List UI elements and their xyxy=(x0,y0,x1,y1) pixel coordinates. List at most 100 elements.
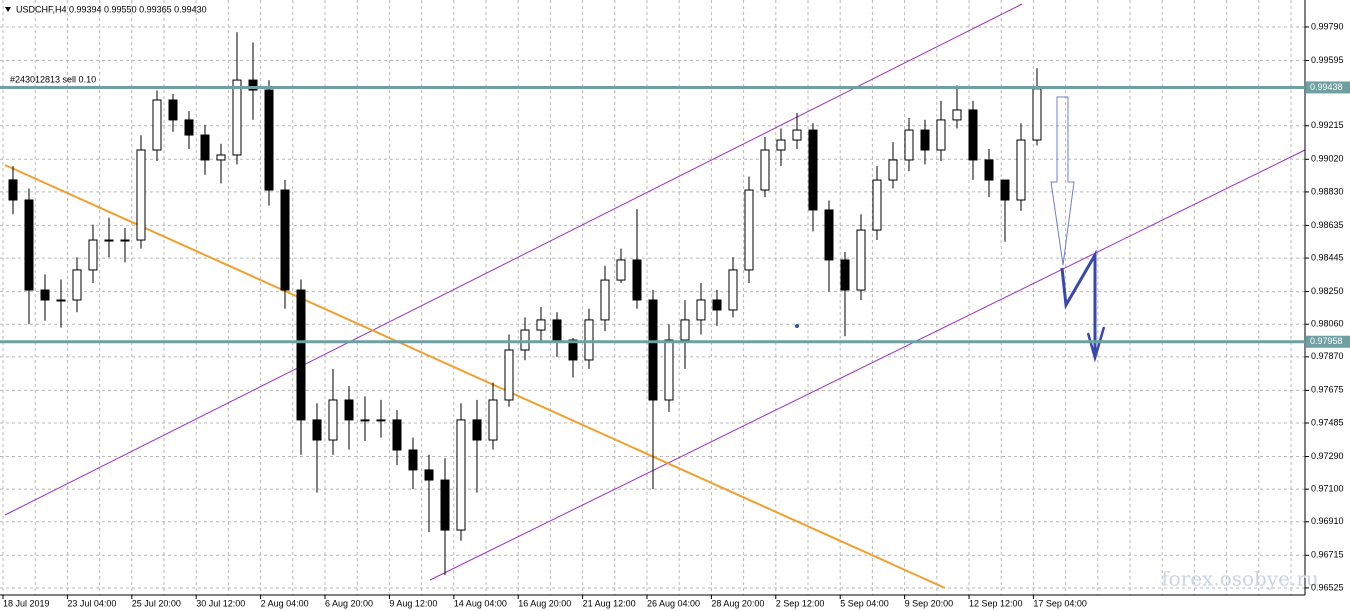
candle-body xyxy=(632,259,642,301)
candle-body xyxy=(88,239,98,271)
candle-body xyxy=(936,119,946,151)
candle-body xyxy=(232,79,242,156)
candle-body xyxy=(360,419,370,422)
y-tick-label: 0.97290 xyxy=(1311,451,1344,461)
level-label: 0.99438 xyxy=(1310,82,1343,92)
y-tick-label: 0.98635 xyxy=(1311,220,1344,230)
candle-body xyxy=(600,279,610,321)
x-tick-label: 16 Aug 20:00 xyxy=(518,598,571,608)
chart-title: USDCHF,H4 0.99394 0.99550 0.99365 0.9943… xyxy=(16,4,207,14)
candle-body xyxy=(728,269,738,311)
y-tick-label: 0.97675 xyxy=(1311,385,1344,395)
candle-body xyxy=(1016,139,1026,201)
candle-body xyxy=(504,349,514,401)
x-tick-label: 2 Sep 12:00 xyxy=(776,598,825,608)
x-tick-label: 12 Sep 12:00 xyxy=(969,598,1023,608)
candles xyxy=(8,32,1042,576)
x-tick-label: 14 Aug 04:00 xyxy=(454,598,507,608)
trend-line xyxy=(4,164,946,589)
candle-body xyxy=(40,289,50,301)
y-tick-label: 0.99215 xyxy=(1311,120,1344,130)
candle-body xyxy=(952,109,962,121)
x-tick-label: 18 Jul 2019 xyxy=(3,598,50,608)
candle-body xyxy=(168,99,178,121)
candle-body xyxy=(920,129,930,151)
y-tick-label: 0.98060 xyxy=(1311,319,1344,329)
candle-body xyxy=(184,119,194,136)
candle-body xyxy=(616,259,626,281)
candle-body xyxy=(104,239,114,242)
candle-body xyxy=(648,299,658,401)
candle-body xyxy=(840,259,850,291)
y-tick-label: 0.97100 xyxy=(1311,484,1344,494)
candle-body xyxy=(72,269,82,301)
candle-body xyxy=(568,339,578,361)
y-tick-label: 0.98250 xyxy=(1311,286,1344,296)
x-tick-label: 23 Jul 04:00 xyxy=(67,598,116,608)
level-tag xyxy=(1306,81,1350,94)
y-tick-label: 0.97485 xyxy=(1311,417,1344,427)
candle-body xyxy=(696,299,706,321)
candle-body xyxy=(296,289,306,421)
candle-body xyxy=(248,79,258,91)
channel-upper xyxy=(4,3,1023,516)
candle-body xyxy=(792,129,802,141)
y-tick-label: 0.98830 xyxy=(1311,186,1344,196)
candle-body xyxy=(472,419,482,441)
menu-triangle xyxy=(5,7,11,12)
y-tick-label: 0.99790 xyxy=(1311,21,1344,31)
candle-body xyxy=(712,299,722,311)
candle-body xyxy=(392,419,402,451)
candle-body xyxy=(968,109,978,161)
y-tick-label: 0.98445 xyxy=(1311,252,1344,262)
candle-body xyxy=(520,329,530,351)
candle-body xyxy=(136,149,146,241)
candle-body xyxy=(776,139,786,151)
y-tick-label: 0.96910 xyxy=(1311,516,1344,526)
candle-body xyxy=(376,419,386,422)
candle-body xyxy=(424,469,434,481)
candle-body xyxy=(888,159,898,181)
watermark: forex.osobye.ru xyxy=(1161,567,1319,591)
candle-body xyxy=(904,129,914,161)
x-tick-label: 6 Aug 20:00 xyxy=(325,598,373,608)
order-label: #243012813 sell 0.10 xyxy=(10,74,96,84)
candle-body xyxy=(760,149,770,191)
y-tick-label: 0.99020 xyxy=(1311,154,1344,164)
x-tick-label: 25 Jul 20:00 xyxy=(132,598,181,608)
candle-body xyxy=(584,319,594,361)
candle-body xyxy=(824,209,834,261)
candle-body xyxy=(264,89,274,191)
candle-body xyxy=(216,154,226,161)
candle-body xyxy=(1000,179,1010,201)
candle-body xyxy=(488,399,498,441)
candle-body xyxy=(56,299,66,302)
candle-body xyxy=(152,99,162,151)
candle-body xyxy=(312,419,322,441)
level-label: 0.97958 xyxy=(1310,336,1343,346)
candle-body xyxy=(280,189,290,291)
y-tick-label: 0.96715 xyxy=(1311,550,1344,560)
candle-body xyxy=(744,189,754,271)
candle-body xyxy=(872,179,882,231)
candle-body xyxy=(200,134,210,161)
candle-body xyxy=(24,199,34,291)
x-tick-label: 5 Sep 04:00 xyxy=(840,598,889,608)
candle-body xyxy=(344,399,354,421)
candle-body xyxy=(328,399,338,441)
candle-body xyxy=(984,159,994,181)
candle-body xyxy=(408,449,418,471)
candle-body xyxy=(1032,88,1042,141)
candle-body xyxy=(120,239,130,242)
x-tick-label: 30 Jul 12:00 xyxy=(196,598,245,608)
y-tick-label: 0.96525 xyxy=(1311,582,1344,592)
candle-body xyxy=(536,319,546,331)
candle-body xyxy=(808,129,818,211)
x-tick-label: 17 Sep 04:00 xyxy=(1033,598,1087,608)
candle-body xyxy=(8,179,18,201)
candle-body xyxy=(856,229,866,291)
candle-body xyxy=(456,419,466,531)
candle-body xyxy=(680,319,690,341)
